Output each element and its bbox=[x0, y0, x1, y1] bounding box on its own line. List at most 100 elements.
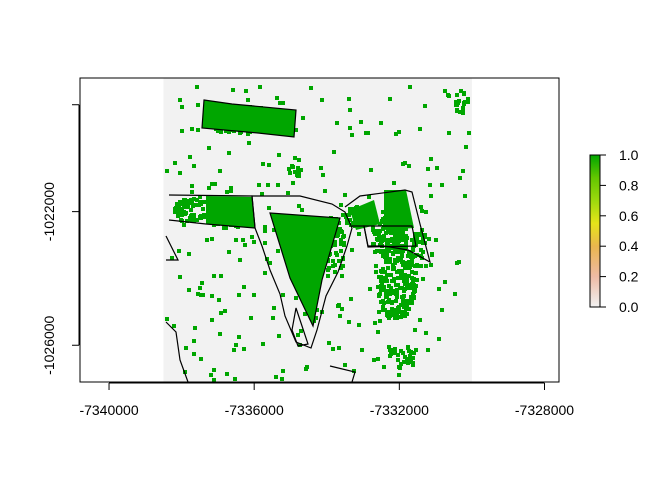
raster-cell bbox=[401, 232, 405, 236]
raster-cell bbox=[302, 273, 306, 277]
raster-cell bbox=[300, 252, 304, 256]
raster-cell bbox=[332, 228, 336, 232]
raster-cell bbox=[347, 320, 351, 324]
raster-cell bbox=[463, 100, 467, 104]
colorbar-tick-label: 0.4 bbox=[619, 238, 639, 254]
raster-cell bbox=[386, 266, 390, 270]
raster-cell bbox=[267, 206, 271, 210]
raster-cell bbox=[393, 347, 397, 351]
raster-cell bbox=[379, 288, 383, 292]
raster-cell bbox=[231, 209, 235, 213]
raster-cell bbox=[398, 276, 402, 280]
raster-cell bbox=[437, 287, 441, 291]
raster-cell bbox=[207, 146, 211, 150]
raster-cell bbox=[392, 242, 396, 246]
raster-cell bbox=[387, 316, 391, 320]
raster-cell bbox=[260, 192, 264, 196]
raster-cell bbox=[182, 223, 186, 227]
raster-cell bbox=[408, 357, 412, 361]
raster-cell bbox=[210, 318, 214, 322]
raster-cell bbox=[339, 238, 343, 242]
raster-cell bbox=[394, 132, 398, 136]
raster-cell bbox=[281, 369, 285, 373]
raster-cell bbox=[392, 266, 396, 270]
raster-cell bbox=[315, 308, 319, 312]
raster-cell bbox=[392, 181, 396, 185]
raster-cell bbox=[271, 118, 275, 122]
colorbar-tick-label: 0.0 bbox=[619, 299, 639, 315]
raster-cell bbox=[213, 182, 217, 186]
raster-cell bbox=[427, 237, 431, 241]
raster-cell bbox=[296, 166, 300, 170]
raster-cell bbox=[413, 271, 417, 275]
raster-cell bbox=[263, 229, 267, 233]
raster-cell bbox=[394, 292, 398, 296]
raster-cell bbox=[241, 238, 245, 242]
raster-cell bbox=[192, 213, 196, 217]
raster-cell bbox=[272, 306, 276, 310]
raster-cell bbox=[223, 106, 227, 110]
raster-cell bbox=[339, 249, 343, 253]
raster-cell bbox=[206, 208, 210, 212]
raster-cell bbox=[401, 261, 405, 265]
raster-cell bbox=[257, 183, 261, 187]
raster-cell bbox=[396, 242, 400, 246]
raster-cell bbox=[418, 127, 422, 131]
raster-cell bbox=[223, 309, 227, 313]
raster-cell bbox=[271, 121, 275, 125]
raster-cell bbox=[333, 243, 337, 247]
raster-cell bbox=[220, 112, 224, 116]
raster-cell bbox=[319, 259, 323, 263]
raster-cell bbox=[257, 113, 261, 117]
raster-cell bbox=[323, 189, 327, 193]
raster-cell bbox=[324, 223, 328, 227]
raster-cell bbox=[295, 173, 299, 177]
raster-cell bbox=[233, 377, 237, 381]
raster-cell bbox=[396, 353, 400, 357]
raster-cell bbox=[209, 208, 213, 212]
raster-cell bbox=[382, 288, 386, 292]
raster-cell bbox=[393, 261, 397, 265]
raster-cell bbox=[385, 251, 389, 255]
raster-cell bbox=[462, 91, 466, 95]
raster-cell bbox=[227, 130, 231, 134]
raster-cell bbox=[418, 318, 422, 322]
raster-cell bbox=[243, 115, 247, 119]
raster-cell bbox=[336, 304, 340, 308]
raster-cell bbox=[383, 308, 387, 312]
raster-cell bbox=[229, 186, 233, 190]
raster-cell bbox=[378, 319, 382, 323]
raster-cell bbox=[319, 166, 323, 170]
raster-cell bbox=[245, 108, 249, 112]
raster-cell bbox=[332, 150, 336, 154]
polygon-middle bbox=[251, 195, 353, 349]
raster-cell bbox=[392, 223, 396, 227]
raster-cell bbox=[231, 128, 235, 132]
raster-cell bbox=[242, 285, 246, 289]
raster-cell bbox=[384, 238, 388, 242]
raster-cell bbox=[390, 291, 394, 295]
raster-cell bbox=[191, 203, 195, 207]
raster-cell bbox=[347, 213, 351, 217]
raster-cell bbox=[401, 351, 405, 355]
raster-cell bbox=[381, 305, 385, 309]
raster-cell bbox=[412, 351, 416, 355]
raster-cell bbox=[235, 113, 239, 117]
raster-cell bbox=[223, 207, 227, 211]
raster-cell bbox=[466, 100, 470, 104]
raster-cell bbox=[355, 205, 359, 209]
raster-cell bbox=[229, 115, 233, 119]
raster-cell bbox=[330, 222, 334, 226]
raster-cell bbox=[265, 257, 269, 261]
colorbar-tick-label: 0.8 bbox=[619, 177, 639, 193]
raster-cell bbox=[215, 125, 219, 129]
raster-cell bbox=[377, 249, 381, 253]
raster-cell bbox=[362, 215, 366, 219]
raster-cell bbox=[180, 129, 184, 133]
raster-cell bbox=[350, 133, 354, 137]
raster-cell bbox=[299, 168, 303, 172]
raster-cell bbox=[272, 228, 276, 232]
raster-cell bbox=[201, 293, 205, 297]
raster-cell bbox=[397, 130, 401, 134]
raster-cell bbox=[383, 223, 387, 227]
